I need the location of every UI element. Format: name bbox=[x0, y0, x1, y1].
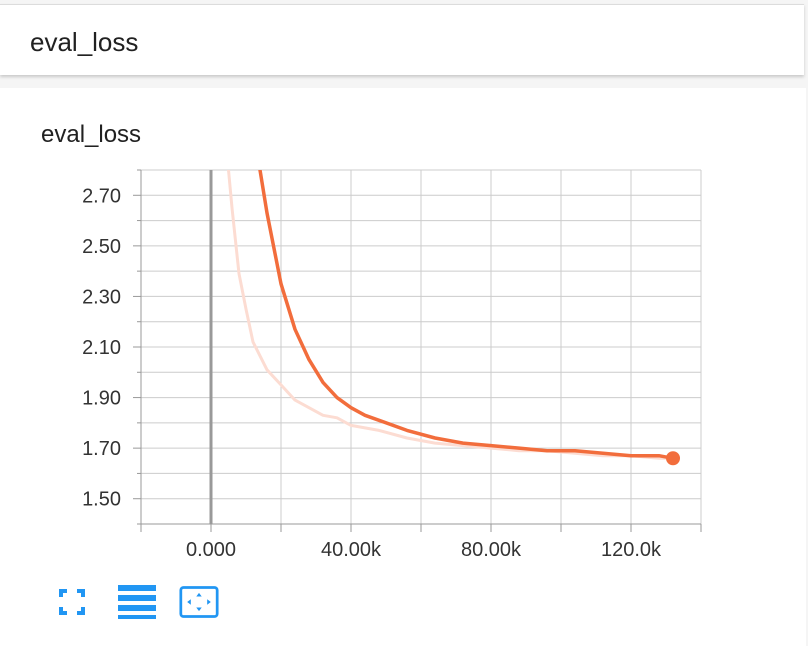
y-tick-label: 2.70 bbox=[82, 185, 121, 207]
expand-icon bbox=[59, 589, 85, 615]
toggle-expand-button[interactable] bbox=[52, 584, 92, 620]
series bbox=[227, 170, 680, 466]
chart-title: eval_loss bbox=[41, 121, 142, 148]
tick-labels: 0.000 40.00k 80.00k 120.0k 1.50 1.70 1.90 2.10 2… bbox=[82, 185, 662, 561]
toggle-log-scale-button[interactable] bbox=[117, 584, 157, 620]
y-tick-label: 2.10 bbox=[82, 337, 121, 359]
line-chart[interactable]: 0.000 40.00k 80.00k 120.0k 1.50 1.70 1.90 2.10 2… bbox=[0, 88, 806, 646]
x-tick-label: 0.000 bbox=[186, 539, 236, 561]
x-tick-label: 80.00k bbox=[461, 539, 522, 561]
run-header: eval_loss bbox=[0, 4, 804, 75]
axes bbox=[133, 169, 702, 532]
x-tick-label: 120.0k bbox=[601, 539, 662, 561]
y-tick-label: 1.50 bbox=[82, 489, 121, 511]
header-title: eval_loss bbox=[30, 27, 139, 57]
fit-domain-button[interactable] bbox=[179, 584, 219, 620]
fit-domain-icon bbox=[179, 586, 219, 618]
y-tick-label: 1.90 bbox=[82, 388, 121, 410]
y-tick-label: 2.30 bbox=[82, 286, 121, 308]
smoothed-series-line bbox=[258, 170, 675, 461]
raw-series-line bbox=[227, 170, 675, 460]
lines-icon bbox=[118, 585, 156, 619]
chart-card: eval_loss 0.000 40.00k 80.00k 120.0k 1.50 1.7… bbox=[0, 88, 806, 646]
x-tick-label: 40.00k bbox=[321, 539, 382, 561]
grid bbox=[140, 169, 702, 525]
last-point-marker bbox=[666, 451, 680, 466]
y-tick-label: 2.50 bbox=[82, 236, 121, 258]
y-tick-label: 1.70 bbox=[82, 438, 121, 460]
